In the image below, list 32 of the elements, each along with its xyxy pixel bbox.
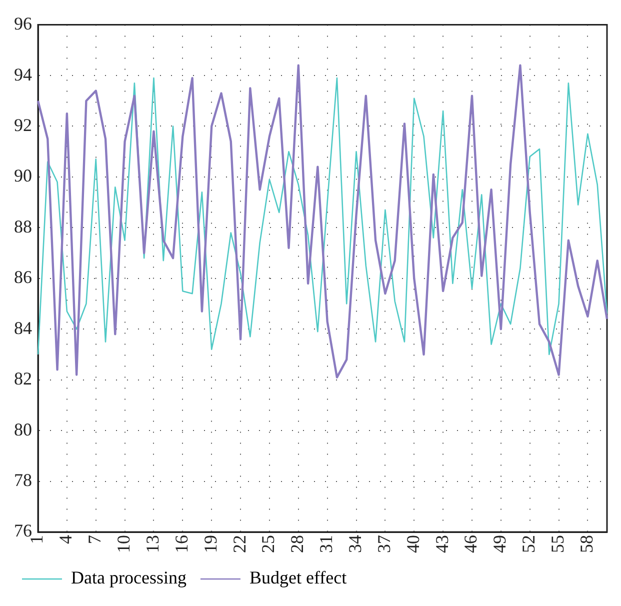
legend-label: Budget effect xyxy=(249,568,347,588)
x-tick-label: 49 xyxy=(490,535,510,553)
x-tick-label: 40 xyxy=(402,535,423,553)
x-tick-label: 31 xyxy=(316,535,336,553)
x-tick-label: 16 xyxy=(171,535,192,553)
x-tick-label: 46 xyxy=(460,535,481,553)
x-tick-label: 19 xyxy=(200,535,220,553)
y-tick-label: 78 xyxy=(14,470,32,490)
y-tick-label: 94 xyxy=(14,64,32,84)
y-tick-label: 92 xyxy=(14,114,32,135)
y-tick-label: 82 xyxy=(14,368,32,389)
x-tick-label: 25 xyxy=(258,535,278,553)
x-tick-label: 22 xyxy=(229,535,250,553)
y-tick-label: 84 xyxy=(14,318,32,338)
legend-label: Data processing xyxy=(71,568,186,588)
x-tick-label: 4 xyxy=(56,535,76,544)
x-tick-label: 58 xyxy=(576,535,596,553)
x-tick-label: 7 xyxy=(84,535,105,544)
y-tick-label: 90 xyxy=(14,166,32,186)
y-tick-label: 80 xyxy=(14,419,32,440)
x-tick-label: 13 xyxy=(142,535,162,553)
x-tick-label: 28 xyxy=(287,535,308,553)
y-tick-label: 76 xyxy=(14,520,32,541)
x-tick-label: 55 xyxy=(548,535,568,553)
y-tick-label: 86 xyxy=(14,267,32,288)
y-tick-label: 96 xyxy=(14,14,32,34)
y-tick-label: 88 xyxy=(14,216,32,236)
x-tick-label: 34 xyxy=(344,535,365,553)
x-tick-label: 37 xyxy=(374,535,394,553)
x-tick-label: 10 xyxy=(114,535,134,553)
x-tick-label: 43 xyxy=(432,535,452,553)
x-tick-label: 52 xyxy=(518,535,539,553)
